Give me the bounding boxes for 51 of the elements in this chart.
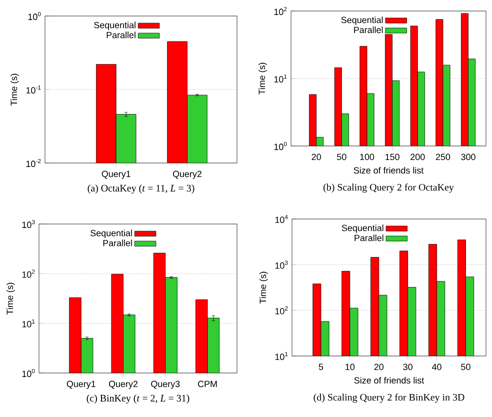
legend-label: Parallel: [354, 26, 383, 34]
y-axis-title: Time (s): [6, 282, 15, 315]
legend-label: Parallel: [106, 32, 136, 38]
x-tick-label: 200: [410, 154, 425, 160]
legend-label: Parallel: [354, 234, 384, 242]
x-tick-label: 20: [374, 364, 384, 370]
text: (c) BinKey (t = 2, L = 31): [86, 394, 190, 404]
x-tick-label: Query1: [66, 380, 96, 389]
y-tick-label: 10$^{-1}$: [26, 86, 41, 94]
y-tick-label: 10$^{2}$: [274, 6, 287, 16]
y-tick-label: 10$^{1}$: [275, 352, 288, 360]
x-tick-label: Query3: [151, 380, 180, 389]
x-tick-label: 150: [386, 154, 400, 160]
x-axis-title: Size of friends list: [354, 166, 424, 174]
y-tick-label: 10$^{4}$: [275, 215, 288, 224]
legend-label: Parallel: [103, 240, 132, 246]
x-tick-label: 10: [346, 364, 355, 370]
legend-label: Sequential: [342, 224, 384, 233]
text: (a) OctaKey (t = 11, L = 3): [88, 184, 194, 194]
x-tick-label: 250: [436, 154, 450, 160]
x-tick-label: 100: [360, 154, 374, 160]
y-tick-label: 10$^{2}$: [275, 306, 288, 314]
y-tick-label: 10$^{0}$: [274, 142, 287, 150]
legend-label: Sequential: [94, 22, 136, 30]
x-tick-label: 50: [337, 154, 346, 160]
y-tick-label: 10$^{3}$: [275, 260, 288, 269]
y-tick-label: 10$^{-2}$: [26, 158, 41, 168]
y-tick-label: 10$^{2}$: [22, 270, 35, 278]
legend-label: Sequential: [341, 16, 383, 25]
y-tick-label: 10$^{1}$: [274, 74, 287, 83]
text: (d) Scaling Query 2 for BinKey in 3D: [314, 394, 464, 403]
y-axis-title: Time (s): [258, 62, 267, 95]
x-tick-label: 40: [432, 364, 442, 370]
x-tick-label: Query2: [172, 170, 202, 179]
x-tick-label: 30: [403, 364, 412, 370]
y-tick-label: 10$^{3}$: [22, 220, 35, 228]
x-tick-label: CPM: [198, 380, 217, 388]
y-axis-title: Time (s): [259, 272, 268, 304]
x-tick-label: 300: [461, 154, 476, 160]
legend-label: Sequential: [90, 230, 132, 238]
x-tick-label: 50: [461, 364, 470, 370]
x-tick-label: Query2: [108, 380, 138, 389]
x-tick-label: 5: [318, 364, 324, 370]
x-tick-label: 20: [312, 154, 321, 160]
y-tick-label: 10$^{0}$: [28, 12, 41, 20]
x-axis-title: Size of friends list: [354, 376, 424, 384]
x-tick-label: Query1: [102, 170, 130, 179]
y-tick-label: 10$^{0}$: [22, 368, 35, 378]
y-tick-label: 10$^{1}$: [22, 319, 35, 328]
y-axis-title: Time (s): [10, 74, 19, 106]
text: (b) Scaling Query 2 for OctaKey: [324, 184, 454, 193]
